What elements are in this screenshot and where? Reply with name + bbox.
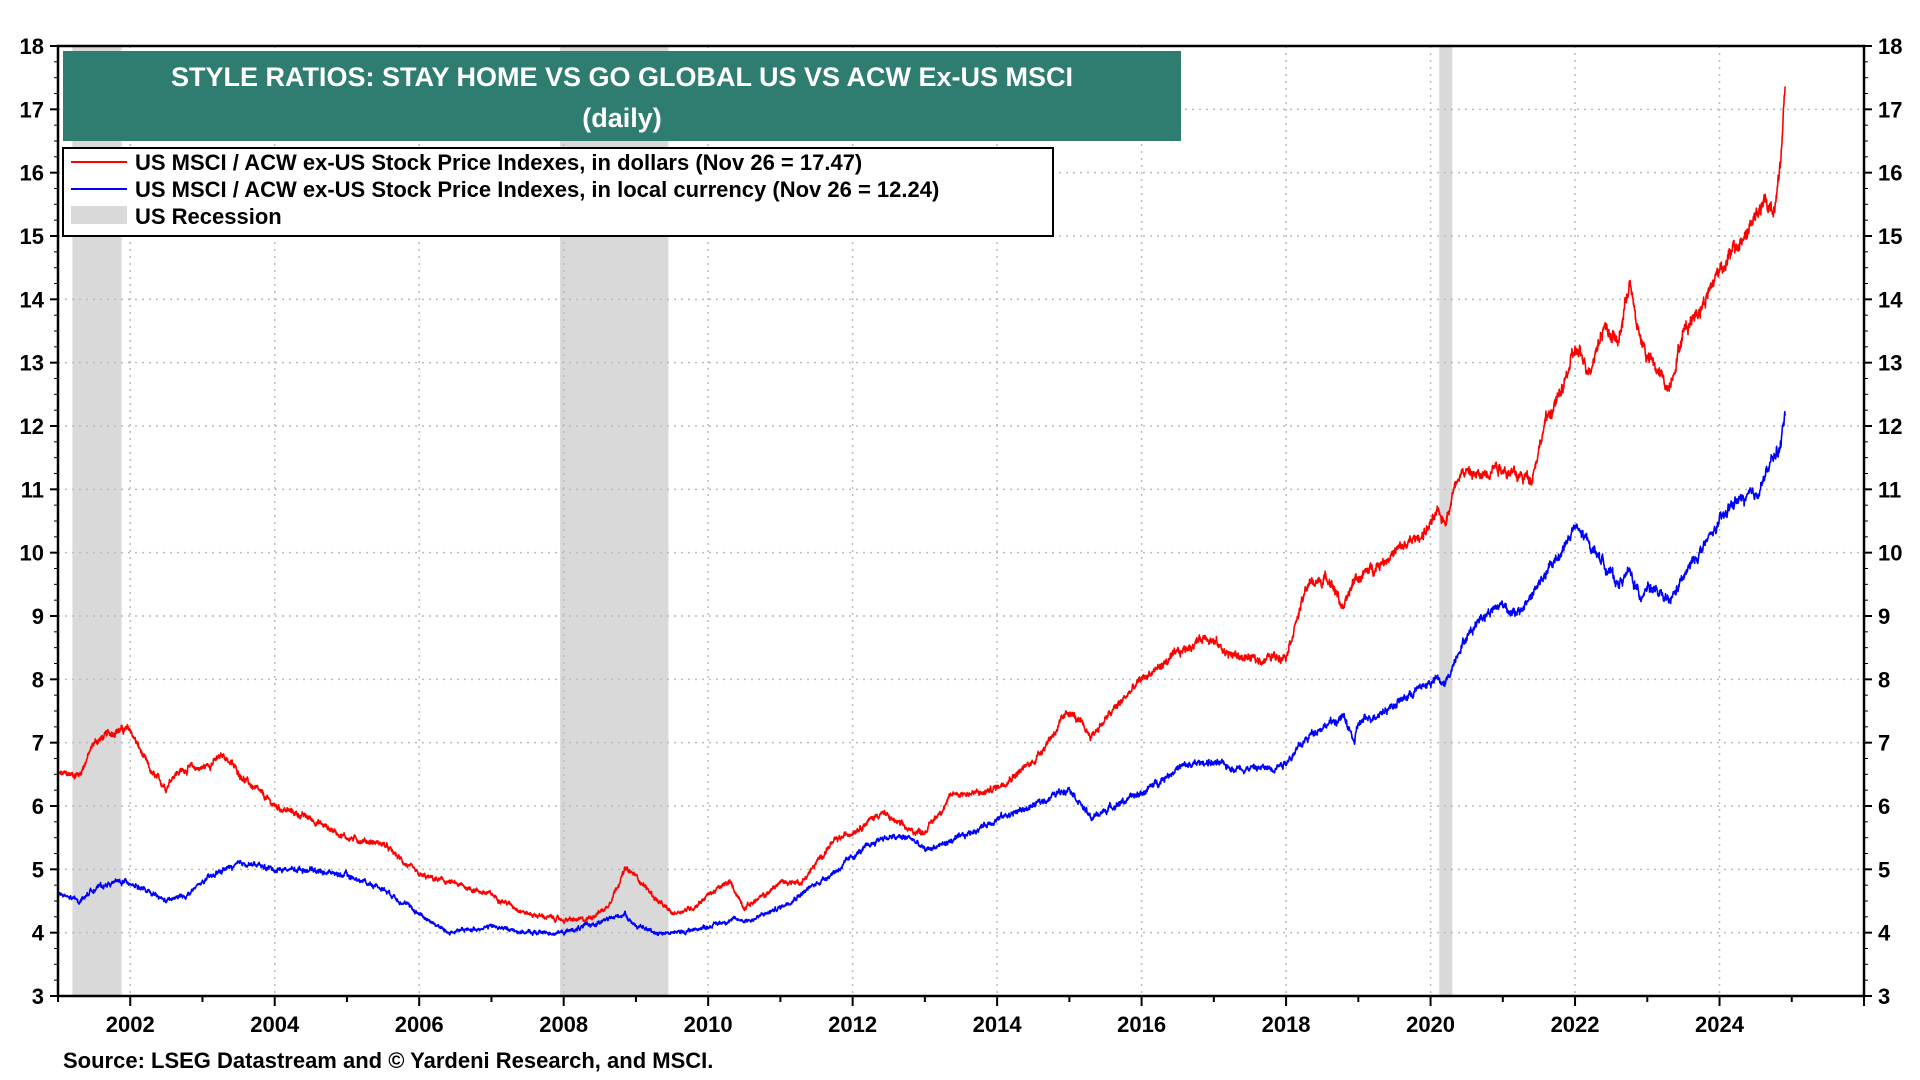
y-tick-label-left-5: 5 <box>32 857 44 882</box>
x-tick-label-2010: 2010 <box>684 1012 733 1037</box>
y-tick-label-left-9: 9 <box>32 604 44 629</box>
y-tick-label-left-11: 11 <box>21 477 44 502</box>
legend-box <box>62 147 1054 237</box>
x-tick-label-2004: 2004 <box>250 1012 300 1037</box>
legend: US MSCI / ACW ex-US Stock Price Indexes,… <box>62 147 1054 237</box>
y-tick-label-right-14: 14 <box>1878 287 1903 312</box>
y-tick-label-left-8: 8 <box>32 667 44 692</box>
y-tick-label-left-4: 4 <box>32 921 45 946</box>
y-tick-label-left-14: 14 <box>20 287 45 312</box>
y-axis-right: 3 4 5 6 7 8 9 10 11 12 13 14 15 16 17 18 <box>1864 34 1903 1009</box>
y-tick-label-right-3: 3 <box>1878 984 1890 1009</box>
y-tick-label-left-3: 3 <box>32 984 44 1009</box>
y-tick-label-right-11: 11 <box>1878 477 1901 502</box>
x-tick-label-2020: 2020 <box>1406 1012 1455 1037</box>
series-line-dollars <box>57 86 1786 925</box>
y-tick-label-right-12: 12 <box>1878 414 1902 439</box>
title-background <box>63 51 1181 141</box>
y-tick-label-right-4: 4 <box>1878 921 1891 946</box>
chart-title: STYLE RATIOS: STAY HOME VS GO GLOBAL US … <box>171 62 1073 92</box>
y-tick-label-left-16: 16 <box>20 161 44 186</box>
legend-swatch-recession <box>71 206 127 224</box>
y-tick-label-left-10: 10 <box>20 541 44 566</box>
y-tick-label-left-13: 13 <box>20 351 44 376</box>
y-tick-label-right-15: 15 <box>1878 224 1902 249</box>
x-axis: 2002 2004 2006 2008 2010 2012 2014 2016 2018 2020… <box>57 996 1865 1037</box>
series-lines <box>57 86 1786 937</box>
grid-lines <box>58 46 1864 996</box>
y-axis-left: 3 4 5 6 7 8 9 10 11 12 13 14 15 16 17 18 <box>20 34 58 1009</box>
source-note: Source: LSEG Datastream and © Yardeni Re… <box>63 1048 713 1073</box>
y-tick-label-left-6: 6 <box>32 794 44 819</box>
y-tick-label-left-12: 12 <box>20 414 44 439</box>
y-tick-label-right-17: 17 <box>1878 97 1902 122</box>
y-tick-label-right-10: 10 <box>1878 541 1902 566</box>
y-tick-label-right-9: 9 <box>1878 604 1890 629</box>
legend-label-recession: US Recession <box>135 204 282 229</box>
title-box: STYLE RATIOS: STAY HOME VS GO GLOBAL US … <box>63 51 1181 141</box>
legend-label-dollars: US MSCI / ACW ex-US Stock Price Indexes,… <box>135 150 862 175</box>
x-tick-label-2012: 2012 <box>828 1012 877 1037</box>
x-tick-label-2006: 2006 <box>395 1012 444 1037</box>
x-tick-label-2008: 2008 <box>539 1012 588 1037</box>
x-tick-label-2002: 2002 <box>106 1012 155 1037</box>
series-line-local-currency <box>57 410 1786 937</box>
y-tick-label-left-15: 15 <box>20 224 44 249</box>
legend-label-local: US MSCI / ACW ex-US Stock Price Indexes,… <box>135 177 939 202</box>
x-tick-label-2016: 2016 <box>1117 1012 1166 1037</box>
y-tick-label-right-16: 16 <box>1878 161 1902 186</box>
y-tick-label-right-18: 18 <box>1878 34 1902 59</box>
x-tick-label-2024: 2024 <box>1695 1012 1745 1037</box>
y-tick-label-right-7: 7 <box>1878 731 1890 756</box>
x-tick-label-2018: 2018 <box>1262 1012 1311 1037</box>
y-tick-label-right-8: 8 <box>1878 667 1890 692</box>
y-tick-label-right-6: 6 <box>1878 794 1890 819</box>
y-tick-label-right-5: 5 <box>1878 857 1890 882</box>
x-tick-label-2014: 2014 <box>973 1012 1023 1037</box>
chart-subtitle: (daily) <box>582 103 662 133</box>
y-tick-label-left-7: 7 <box>32 731 44 756</box>
x-tick-label-2022: 2022 <box>1551 1012 1600 1037</box>
y-tick-label-left-18: 18 <box>20 34 44 59</box>
y-tick-label-right-13: 13 <box>1878 351 1902 376</box>
y-tick-label-left-17: 17 <box>20 97 44 122</box>
